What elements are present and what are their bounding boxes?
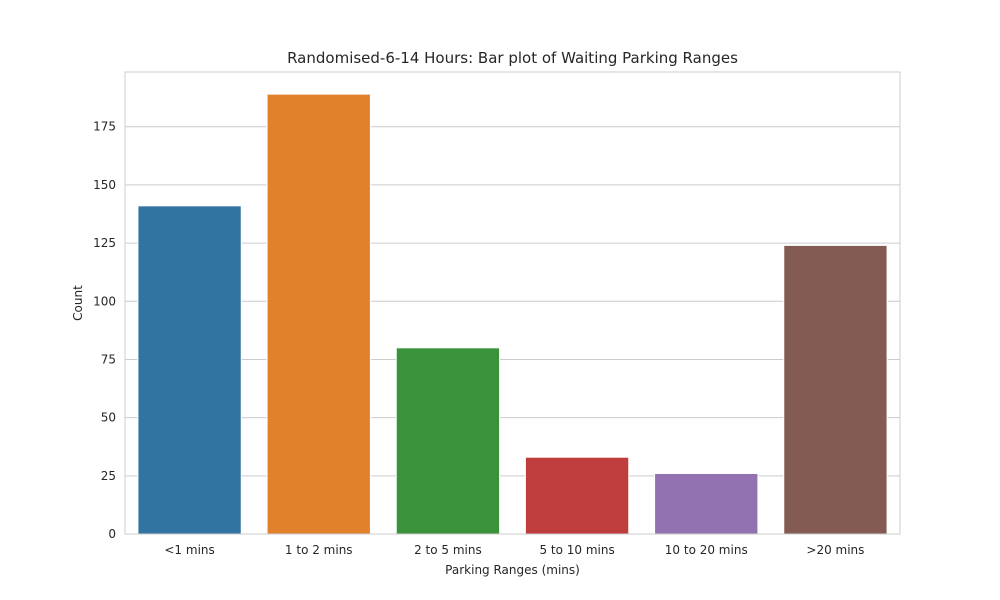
bar	[783, 244, 888, 535]
x-tick-label: <1 mins	[164, 543, 214, 557]
bar	[524, 456, 630, 535]
x-tick-labels: <1 mins 1 to 2 mins 2 to 5 mins 5 to 10 min…	[164, 543, 864, 557]
y-tick-label: 75	[101, 352, 116, 366]
bar	[395, 347, 501, 535]
x-tick-label: 5 to 10 mins	[539, 543, 614, 557]
x-tick-label: >20 mins	[806, 543, 864, 557]
bar	[654, 472, 759, 535]
y-tick-label: 125	[93, 236, 116, 250]
y-tick-label: 0	[108, 527, 116, 541]
x-tick-label: 2 to 5 mins	[414, 543, 482, 557]
y-tick-label: 25	[101, 469, 116, 483]
plot-frame	[124, 71, 901, 535]
bars	[137, 93, 888, 535]
y-tick-label: 50	[101, 411, 116, 425]
y-tick-label: 150	[93, 178, 116, 192]
grid-lines	[125, 126, 900, 535]
chart-title: Randomised-6-14 Hours: Bar plot of Waiti…	[287, 49, 738, 67]
y-tick-label: 175	[93, 120, 116, 134]
y-tick-label: 100	[93, 294, 116, 308]
y-axis-label: Count	[71, 285, 85, 321]
x-tick-label: 10 to 20 mins	[665, 543, 748, 557]
x-tick-label: 1 to 2 mins	[285, 543, 353, 557]
bar	[266, 93, 371, 535]
y-tick-labels: 0 25 50 75 100 125 150 175	[93, 120, 116, 541]
x-axis-label: Parking Ranges (mins)	[445, 563, 580, 577]
bar	[137, 205, 242, 535]
